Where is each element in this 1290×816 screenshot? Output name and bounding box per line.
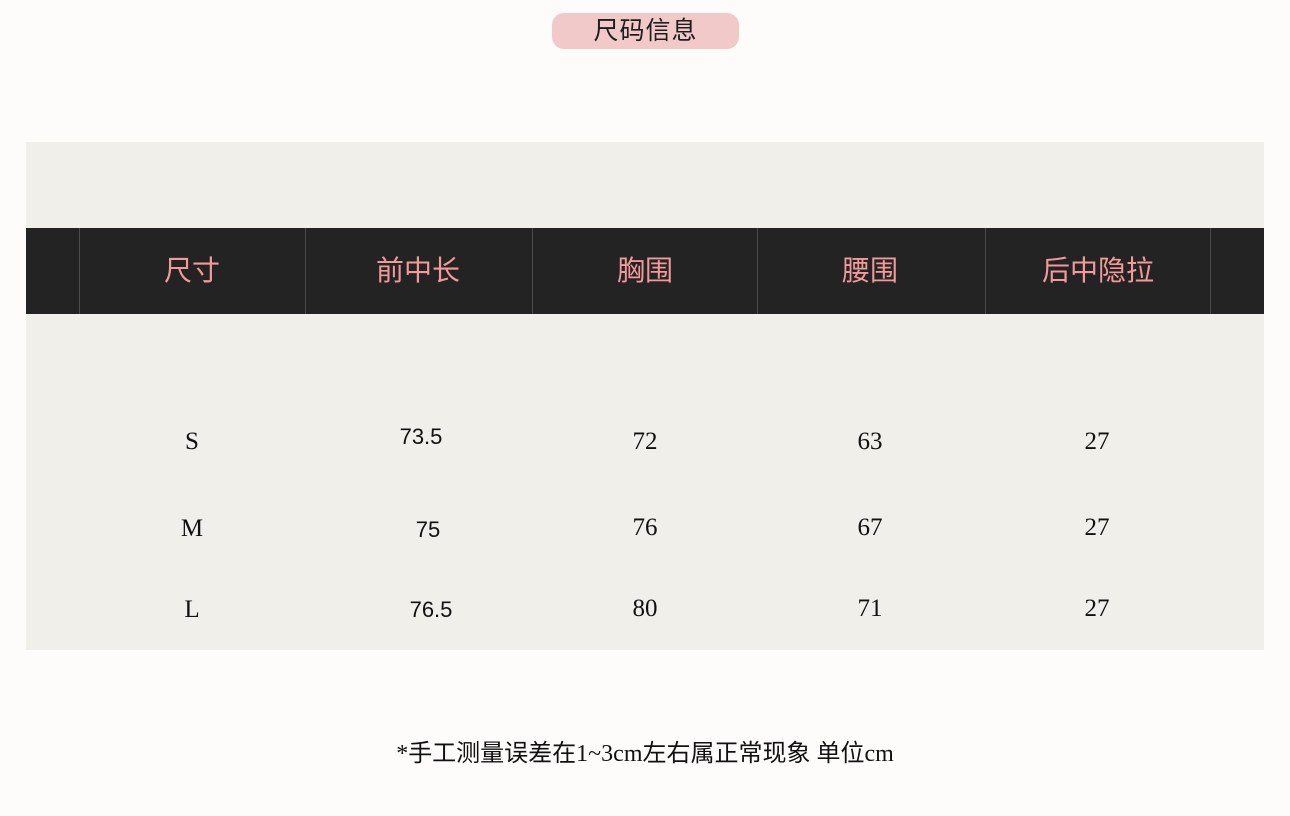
- header-size: 尺寸: [163, 254, 220, 287]
- header-back-zipper: 后中隐拉: [1041, 254, 1154, 287]
- cell-bust: 80: [632, 595, 658, 622]
- column-divider: [757, 228, 758, 314]
- cell-size: M: [180, 515, 204, 542]
- header-front-length: 前中长: [375, 254, 460, 287]
- cell-size: L: [184, 596, 200, 623]
- cell-front-length: 73.5: [399, 424, 443, 449]
- cell-front-length: 75: [415, 517, 441, 542]
- column-divider: [985, 228, 986, 314]
- measurement-note: *手工测量误差在1~3cm左右属正常现象 单位cm: [396, 741, 894, 767]
- column-divider: [1210, 228, 1211, 314]
- cell-back-zipper: 27: [1084, 428, 1110, 455]
- cell-waist: 67: [857, 514, 883, 541]
- column-divider: [532, 228, 533, 314]
- size-table-header: 尺寸 前中长 胸围 腰围 后中隐拉: [26, 228, 1264, 314]
- column-divider: [305, 228, 306, 314]
- cell-size: S: [185, 428, 199, 455]
- header-bust: 胸围: [616, 254, 673, 287]
- cell-back-zipper: 27: [1084, 595, 1110, 622]
- column-divider: [79, 228, 80, 314]
- size-table-panel: [26, 142, 1264, 650]
- cell-waist: 63: [857, 428, 883, 455]
- cell-bust: 72: [632, 428, 658, 455]
- size-info-title: 尺码信息: [552, 13, 739, 49]
- header-waist: 腰围: [841, 254, 898, 287]
- cell-back-zipper: 27: [1084, 514, 1110, 541]
- cell-front-length: 76.5: [409, 597, 453, 622]
- cell-waist: 71: [857, 595, 883, 622]
- cell-bust: 76: [632, 514, 658, 541]
